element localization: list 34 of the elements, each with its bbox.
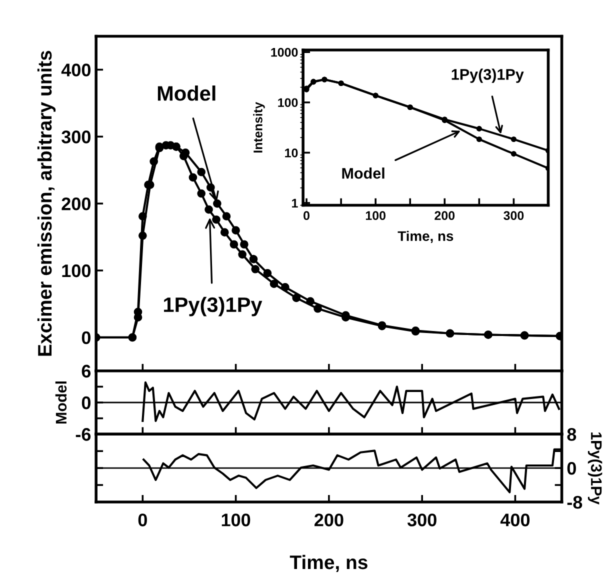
x-tick-label: 100 (222, 514, 250, 526)
y2-tick-label: 8 (567, 428, 576, 441)
y2-tick-label: 0 (567, 462, 576, 475)
x-tick-label: 400 (500, 514, 530, 526)
y-tick-label: 300 (62, 130, 90, 144)
y-axis-title: Model (55, 382, 67, 424)
y2-axis-title: 1Py(3)1Py (588, 432, 602, 504)
y-tick-label: 1000 (271, 48, 298, 57)
x-tick-label: 200 (434, 211, 455, 220)
x-axis-title: Time, ns (290, 554, 368, 572)
x-tick-label: 200 (314, 514, 344, 526)
annotation: 1Py(3)1Py (164, 296, 262, 316)
x-tick-label: 0 (304, 211, 310, 220)
y2-tick-label: -8 (567, 496, 582, 509)
annotation: Model (342, 168, 384, 179)
y-axis-title: Intensity (253, 102, 265, 153)
y-tick-label: 1 (292, 198, 298, 208)
x-axis-title: Time, ns (398, 230, 454, 244)
x-tick-label: 0 (138, 514, 147, 526)
y-tick-label: 400 (61, 64, 90, 76)
annotation: Model (158, 86, 216, 101)
x-tick-label: 300 (407, 514, 436, 526)
y-tick-label: -6 (76, 428, 91, 441)
y-axis-title: Excimer emission, arbitrary units (37, 50, 56, 356)
annotation: 1Py(3)1Py (452, 68, 524, 83)
x-tick-label: 300 (504, 211, 524, 220)
y-tick-label: 10 (285, 148, 298, 158)
y-tick-label: 0 (82, 396, 90, 410)
y-tick-label: 200 (62, 197, 90, 210)
y-tick-label: 100 (278, 98, 298, 108)
y-tick-label: 100 (62, 264, 90, 278)
y-tick-label: 0 (82, 331, 90, 344)
y-tick-label: 6 (82, 364, 91, 378)
x-tick-label: 100 (366, 211, 386, 220)
